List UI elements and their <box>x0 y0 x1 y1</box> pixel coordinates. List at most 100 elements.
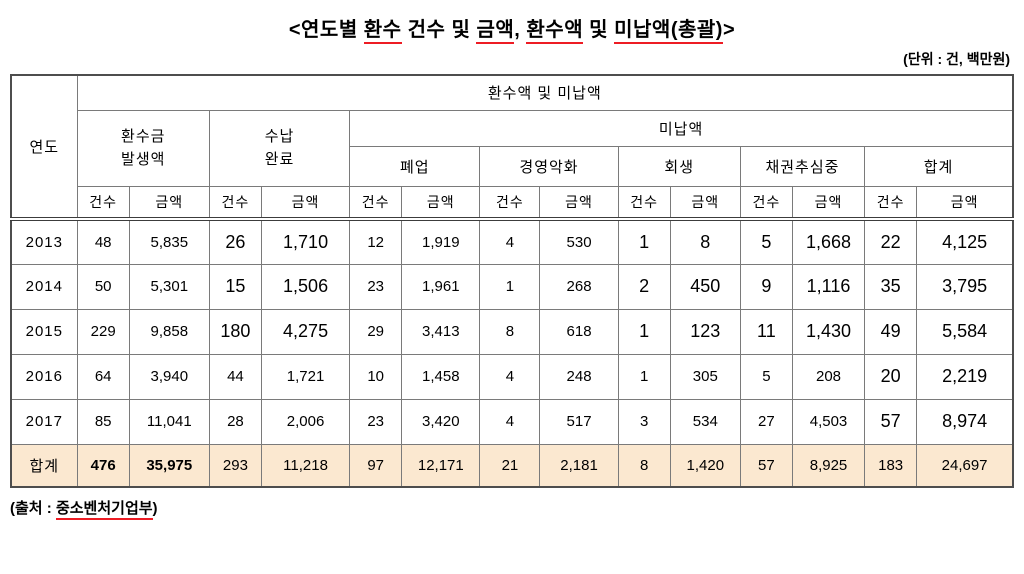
cell: 248 <box>539 353 619 400</box>
cell: 8 <box>669 218 741 265</box>
cell: 3 <box>617 398 671 445</box>
cell: 23 <box>349 263 403 310</box>
header-unpaid: 미납액 <box>349 109 1014 147</box>
cell: 1,458 <box>401 353 481 400</box>
cell: 1,506 <box>260 263 351 310</box>
header-count: 건수 <box>479 185 541 221</box>
cell: 1,710 <box>260 218 351 265</box>
header-unpaid-rehabilitation: 회생 <box>617 145 741 187</box>
header-recovered-and-unpaid: 환수액 및 미납액 <box>76 74 1014 111</box>
unit-note: (단위 : 건, 백만원) <box>903 51 1010 67</box>
cell: 35,975 <box>128 443 210 488</box>
header-collection-complete: 수납 완료 <box>208 109 351 187</box>
header-row-top: 연도 환수액 및 미납액 <box>10 74 1014 221</box>
cell: 57 <box>739 443 793 488</box>
cell: 50 <box>76 263 130 310</box>
cell: 8,974 <box>916 398 1014 445</box>
cell: 4,503 <box>791 398 866 445</box>
header-unpaid-deterioration: 경영악화 <box>479 145 619 187</box>
header-amount: 금액 <box>539 185 619 221</box>
cell: 1,116 <box>791 263 866 310</box>
title-segment: <연도별 <box>288 19 364 41</box>
cell: 9 <box>739 263 793 310</box>
cell: 5 <box>739 353 793 400</box>
cell: 35 <box>864 263 918 310</box>
cell: 24,697 <box>916 443 1014 488</box>
cell: 4,125 <box>916 218 1014 265</box>
cell: 48 <box>76 218 130 265</box>
cell: 8 <box>479 308 541 355</box>
header-amount: 금액 <box>128 185 210 221</box>
cell: 530 <box>539 218 619 265</box>
cell: 123 <box>669 308 741 355</box>
cell: 29 <box>349 308 403 355</box>
header-amount: 금액 <box>791 185 866 221</box>
header-count: 건수 <box>617 185 671 221</box>
cell: 8,925 <box>791 443 866 488</box>
year-cell: 2017 <box>10 398 78 445</box>
cell: 5,584 <box>916 308 1014 355</box>
header-year: 연도 <box>10 74 78 221</box>
cell: 1 <box>617 308 671 355</box>
header-count: 건수 <box>208 185 262 221</box>
cell: 21 <box>479 443 541 488</box>
cell: 44 <box>208 353 262 400</box>
cell: 12 <box>349 218 403 265</box>
table-row: 2014 50 5,301 15 1,506 23 1,961 1 268 2 … <box>10 263 1014 310</box>
cell: 2,219 <box>916 353 1014 400</box>
cell: 305 <box>669 353 741 400</box>
cell: 11,041 <box>128 398 210 445</box>
cell: 180 <box>208 308 262 355</box>
cell: 15 <box>208 263 262 310</box>
cell: 1 <box>617 218 671 265</box>
cell: 97 <box>349 443 403 488</box>
cell: 5 <box>739 218 793 265</box>
cell: 3,795 <box>916 263 1014 310</box>
header-unpaid-collection-in-progress: 채권추심중 <box>739 145 866 187</box>
cell: 8 <box>617 443 671 488</box>
header-count: 건수 <box>739 185 793 221</box>
header-amount: 금액 <box>401 185 481 221</box>
title-segment: > <box>722 19 736 41</box>
cell: 1 <box>617 353 671 400</box>
page-title: <연도별 환수 건수 및 금액, 환수액 및 미납액(총괄)> <box>0 0 1024 44</box>
cell: 2 <box>617 263 671 310</box>
title-segment-underlined: 미납액(총괄) <box>614 19 723 44</box>
cell: 1 <box>479 263 541 310</box>
cell: 293 <box>208 443 262 488</box>
year-cell: 2016 <box>10 353 78 400</box>
cell: 208 <box>791 353 866 400</box>
recovery-table: 연도 환수액 및 미납액 환수금 발생액 수납 완료 미납액 폐업 경영악화 회… <box>10 74 1014 488</box>
table-row: 2017 85 11,041 28 2,006 23 3,420 4 517 3… <box>10 398 1014 445</box>
cell: 268 <box>539 263 619 310</box>
year-cell: 2013 <box>10 218 78 265</box>
header-amount: 금액 <box>260 185 351 221</box>
cell: 28 <box>208 398 262 445</box>
table-row: 2013 48 5,835 26 1,710 12 1,919 4 530 1 … <box>10 218 1014 265</box>
cell: 1,919 <box>401 218 481 265</box>
cell: 618 <box>539 308 619 355</box>
cell: 9,858 <box>128 308 210 355</box>
title-segment: 건수 및 <box>401 19 477 41</box>
cell: 2,181 <box>539 443 619 488</box>
title-segment-underlined: 환수 <box>363 19 402 44</box>
cell: 85 <box>76 398 130 445</box>
cell: 5,835 <box>128 218 210 265</box>
table-row: 2015 229 9,858 180 4,275 29 3,413 8 618 … <box>10 308 1014 355</box>
cell: 2,006 <box>260 398 351 445</box>
cell: 26 <box>208 218 262 265</box>
cell: 57 <box>864 398 918 445</box>
header-amount: 금액 <box>916 185 1014 221</box>
cell: 23 <box>349 398 403 445</box>
source-suffix: ) <box>152 500 158 517</box>
cell: 11,218 <box>260 443 351 488</box>
cell: 3,940 <box>128 353 210 400</box>
header-count: 건수 <box>76 185 130 221</box>
cell: 11 <box>739 308 793 355</box>
cell: 20 <box>864 353 918 400</box>
cell: 450 <box>669 263 741 310</box>
header-unpaid-closure: 폐업 <box>349 145 481 187</box>
source-prefix: (출처 : <box>10 500 56 517</box>
cell: 22 <box>864 218 918 265</box>
cell: 1,430 <box>791 308 866 355</box>
